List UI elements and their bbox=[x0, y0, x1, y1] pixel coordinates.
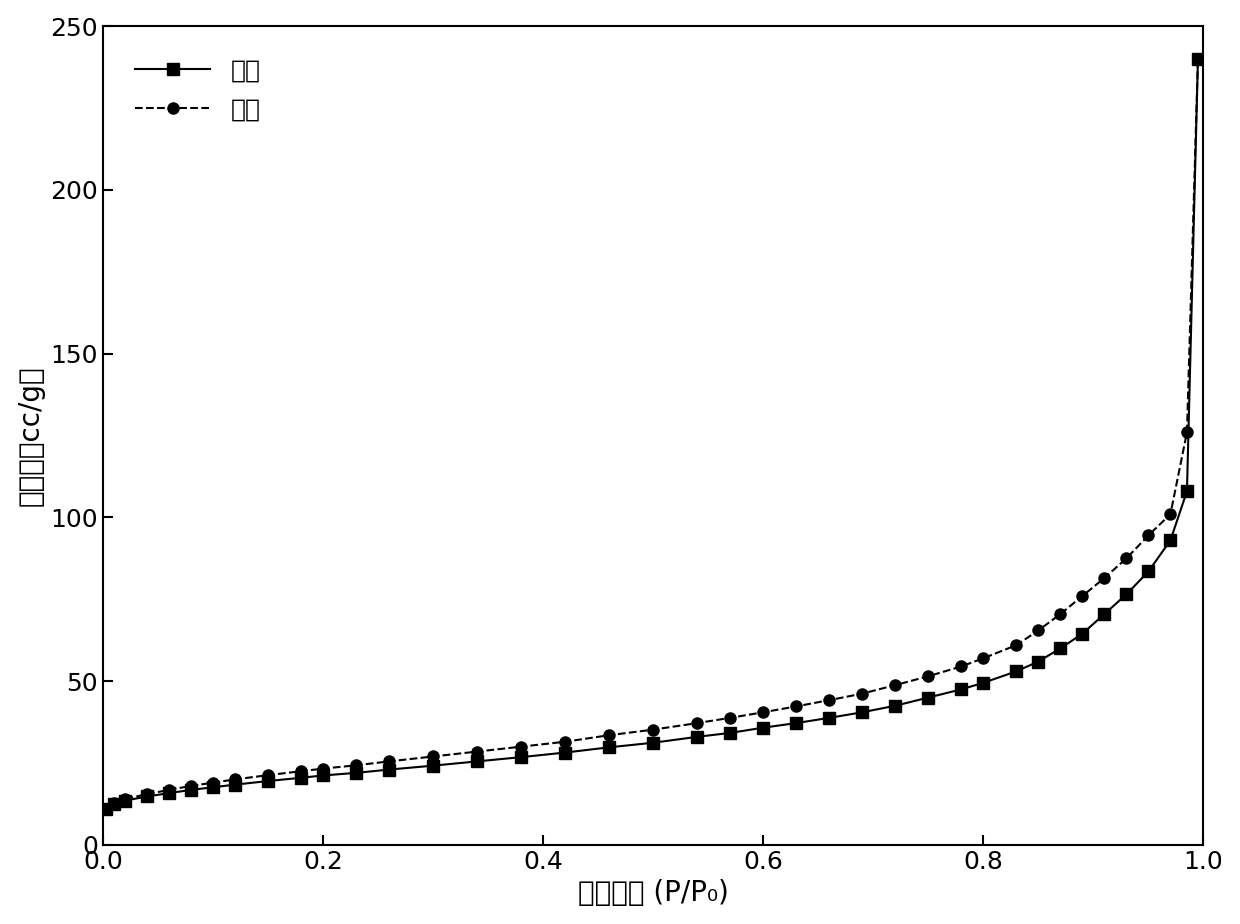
吸附 bbox=[107, 798, 122, 809]
Y-axis label: 吸附量（cc/g）: 吸附量（cc/g） bbox=[16, 365, 45, 505]
脱附 bbox=[1141, 529, 1156, 541]
吸附 bbox=[689, 731, 704, 742]
脱附 bbox=[1009, 639, 1024, 650]
脱附 bbox=[822, 695, 837, 706]
脱附 bbox=[139, 788, 154, 799]
吸附 bbox=[1075, 628, 1090, 639]
脱附 bbox=[646, 724, 661, 736]
脱附 bbox=[854, 688, 869, 699]
脱附 bbox=[513, 741, 528, 752]
脱附 bbox=[1075, 590, 1090, 602]
吸附 bbox=[348, 767, 363, 778]
吸附 bbox=[1163, 535, 1178, 546]
吸附 bbox=[854, 707, 869, 718]
脱附 bbox=[921, 671, 936, 682]
Legend: 吸附, 脱附: 吸附, 脱附 bbox=[115, 39, 280, 141]
吸附 bbox=[382, 764, 397, 775]
脱附 bbox=[1118, 553, 1133, 564]
脱附 bbox=[689, 718, 704, 729]
脱附 bbox=[382, 756, 397, 767]
脱附 bbox=[1179, 427, 1194, 438]
脱附 bbox=[601, 730, 616, 741]
吸附 bbox=[260, 775, 275, 786]
脱附 bbox=[888, 679, 903, 690]
脱附 bbox=[1030, 625, 1045, 636]
吸附 bbox=[425, 760, 440, 772]
吸附 bbox=[139, 791, 154, 802]
X-axis label: 相对压力 (P/P₀): 相对压力 (P/P₀) bbox=[578, 880, 729, 907]
脱附 bbox=[1053, 609, 1068, 620]
脱附 bbox=[294, 766, 309, 777]
吸附 bbox=[184, 784, 198, 796]
脱附 bbox=[227, 774, 242, 785]
吸附 bbox=[976, 677, 991, 688]
脱附 bbox=[425, 751, 440, 762]
脱附 bbox=[755, 707, 770, 718]
吸附 bbox=[888, 700, 903, 711]
吸附 bbox=[601, 742, 616, 753]
吸附 bbox=[1190, 54, 1205, 65]
脱附 bbox=[954, 661, 968, 672]
脱附 bbox=[558, 736, 573, 748]
吸附 bbox=[822, 712, 837, 723]
吸附 bbox=[1009, 666, 1024, 677]
吸附 bbox=[206, 782, 221, 793]
脱附 bbox=[315, 763, 330, 774]
脱附 bbox=[107, 797, 122, 808]
脱附 bbox=[184, 781, 198, 792]
吸附 bbox=[118, 796, 133, 807]
脱附 bbox=[1190, 54, 1205, 65]
吸附 bbox=[470, 756, 485, 767]
吸附 bbox=[161, 787, 176, 798]
吸附 bbox=[1030, 656, 1045, 667]
吸附 bbox=[1097, 609, 1112, 620]
脱附 bbox=[723, 712, 738, 723]
脱附 bbox=[260, 770, 275, 781]
吸附 bbox=[646, 737, 661, 748]
脱附 bbox=[348, 760, 363, 771]
吸附 bbox=[1118, 589, 1133, 600]
吸附 bbox=[954, 684, 968, 695]
吸附 bbox=[558, 747, 573, 758]
脱附 bbox=[1097, 573, 1112, 584]
吸附 bbox=[1053, 643, 1068, 654]
吸附 bbox=[789, 718, 804, 729]
脱附 bbox=[118, 794, 133, 805]
脱附 bbox=[470, 746, 485, 757]
吸附 bbox=[227, 779, 242, 790]
脱附 bbox=[206, 777, 221, 788]
脱附 bbox=[161, 784, 176, 796]
吸附 bbox=[315, 770, 330, 781]
脱附 bbox=[99, 803, 114, 814]
脱附 bbox=[1163, 508, 1178, 519]
吸附 bbox=[294, 772, 309, 784]
吸附 bbox=[723, 727, 738, 738]
吸附 bbox=[755, 723, 770, 734]
吸附 bbox=[1141, 565, 1156, 577]
吸附 bbox=[1179, 486, 1194, 497]
吸附 bbox=[921, 692, 936, 703]
Line: 脱附: 脱附 bbox=[100, 54, 1204, 814]
Line: 吸附: 吸附 bbox=[100, 54, 1204, 814]
吸附 bbox=[513, 751, 528, 762]
吸附 bbox=[99, 803, 114, 814]
脱附 bbox=[789, 700, 804, 711]
脱附 bbox=[976, 652, 991, 663]
